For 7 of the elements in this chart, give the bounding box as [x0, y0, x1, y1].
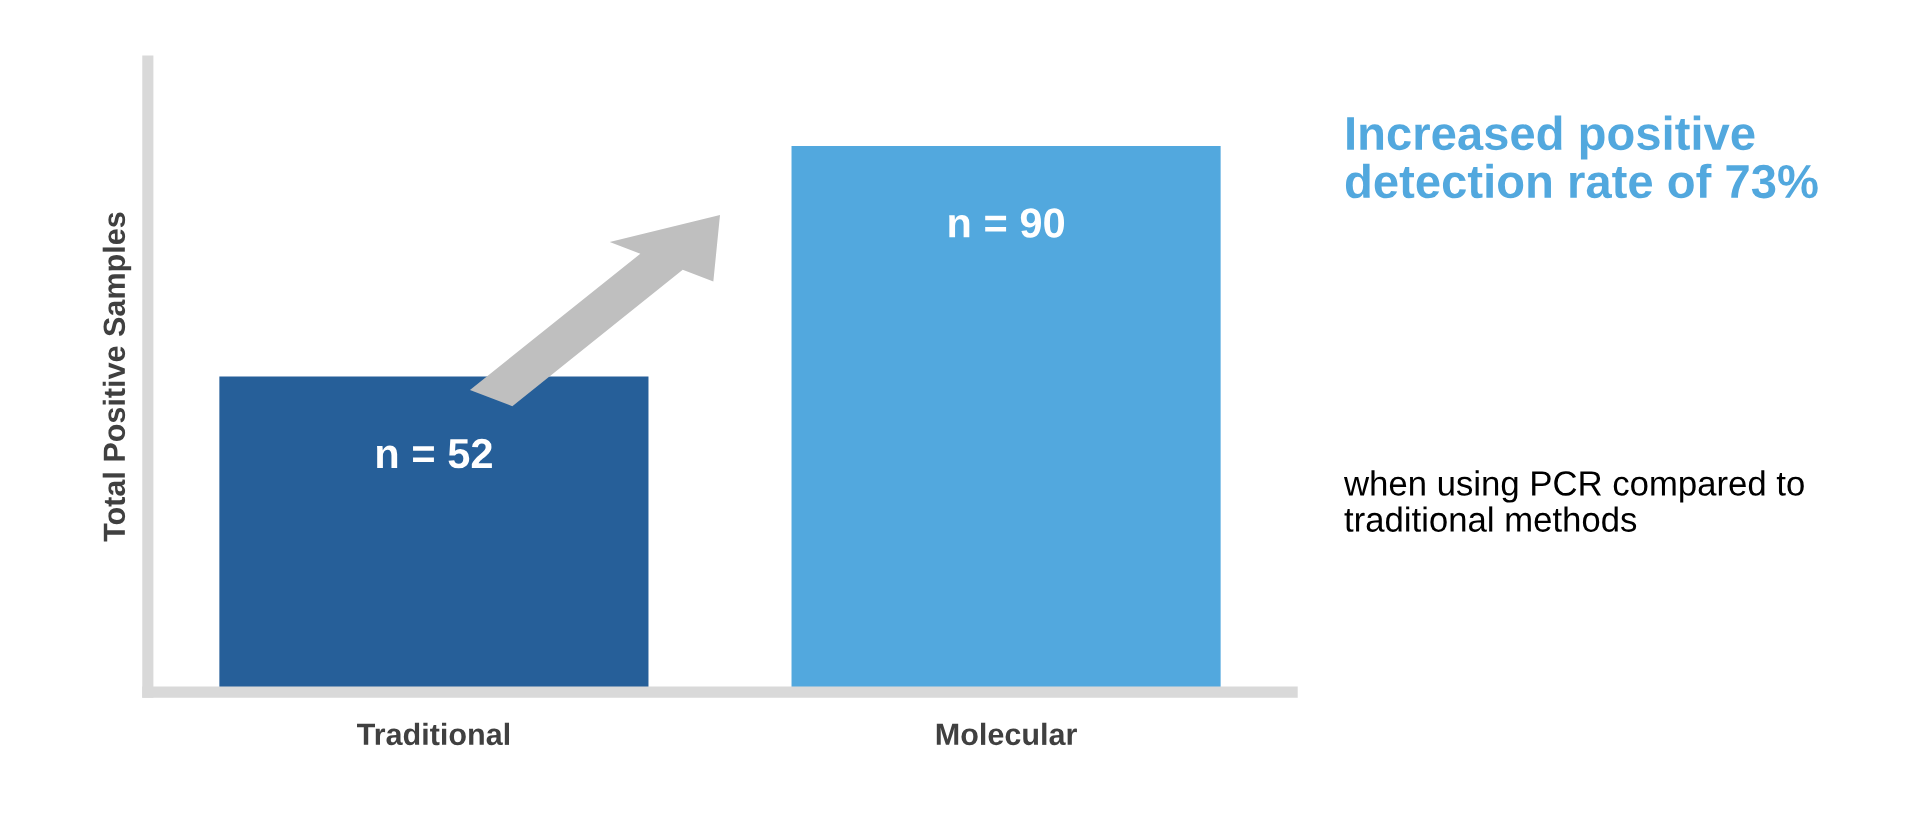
text: when using PCR compared to traditional methods	[1343, 470, 1804, 532]
data-label: n = 90	[949, 208, 1065, 238]
x-tick-label: Molecular	[936, 722, 1077, 746]
y-axis-title: Total Positive Samples	[102, 212, 132, 542]
text: Increased positive detection rate of 73%	[1345, 115, 1818, 199]
data-label: n = 52	[377, 438, 492, 469]
x-tick-label: Traditional	[357, 722, 510, 746]
